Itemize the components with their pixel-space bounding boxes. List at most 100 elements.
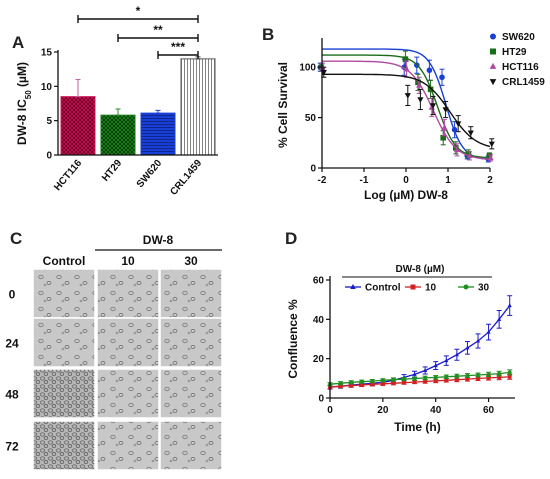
d-legend-marker-10 bbox=[410, 284, 416, 290]
d-xtick-label: 0 bbox=[327, 405, 333, 416]
panel-b: B 0 50 100 -2 -1 0 1 2 Log (µM) DW-8 % Cell Survi… bbox=[262, 25, 545, 202]
sig-label-2: *** bbox=[171, 40, 185, 54]
micrograph-grid: Control 10 30 0 24 48 72 bbox=[5, 254, 223, 471]
d-point-10 bbox=[423, 379, 428, 384]
d-point-30 bbox=[486, 372, 491, 377]
sig-label-1: ** bbox=[153, 23, 163, 37]
d-point-30 bbox=[412, 376, 417, 381]
b-point-crl1459 bbox=[488, 141, 495, 148]
errorbar-hct116 bbox=[75, 78, 81, 98]
b-legend-label-crl1459: CRL1459 bbox=[502, 77, 545, 88]
b-point-sw620 bbox=[426, 67, 433, 74]
treatment-header: DW-8 bbox=[143, 233, 174, 247]
d-point-30 bbox=[423, 376, 428, 380]
d-legend-label-10: 10 bbox=[425, 283, 437, 294]
d-point-control bbox=[433, 363, 438, 368]
a-ytick-label: 0 bbox=[46, 151, 52, 162]
b-xtick-label: 1 bbox=[445, 175, 451, 186]
errorbar-sw620 bbox=[155, 109, 161, 114]
d-point-10 bbox=[370, 382, 375, 387]
b-point-hct116 bbox=[403, 65, 410, 72]
d-xlabel: Time (h) bbox=[394, 420, 440, 434]
b-ytick-label: 0 bbox=[310, 164, 316, 175]
d-point-10 bbox=[391, 381, 396, 386]
d-title: DW-8 (µM) bbox=[396, 264, 445, 275]
bar-hct116 bbox=[60, 96, 96, 156]
micrograph-10-72h bbox=[96, 420, 160, 471]
d-point-30 bbox=[444, 374, 449, 379]
d-point-control bbox=[497, 317, 502, 321]
b-point-hct116 bbox=[487, 154, 494, 161]
panel-b-plot: 0 50 100 -2 -1 0 1 2 Log (µM) DW-8 % Cell Surviva… bbox=[276, 32, 545, 202]
a-ylabel-sub: 50 bbox=[24, 90, 33, 99]
b-legend-marker-hct116 bbox=[489, 62, 497, 69]
a-ytick-label: 15 bbox=[41, 48, 53, 59]
row-label-72: 72 bbox=[5, 440, 19, 454]
micrograph-10-24h bbox=[96, 317, 160, 368]
d-point-10 bbox=[380, 381, 385, 386]
micrograph-30-24h bbox=[159, 317, 223, 368]
b-point-crl1459 bbox=[442, 107, 449, 113]
d-ytick-label: 40 bbox=[313, 315, 325, 326]
micrograph-10-48h bbox=[96, 368, 160, 419]
b-ytick-label: 50 bbox=[305, 113, 317, 124]
xtick-ht29: HT29 bbox=[100, 158, 124, 184]
b-point-hct116 bbox=[441, 124, 448, 130]
d-point-control bbox=[507, 303, 512, 308]
b-xtick-label: 2 bbox=[487, 175, 493, 186]
b-legend-label-hct116: HCT116 bbox=[502, 62, 539, 73]
panel-d-letter: D bbox=[285, 229, 297, 248]
b-xtick-label: -2 bbox=[318, 175, 327, 186]
b-point-ht29 bbox=[465, 151, 472, 157]
d-point-10 bbox=[444, 378, 449, 383]
xtick-crl1459: CRL1459 bbox=[168, 158, 204, 198]
xtick-sw620: SW620 bbox=[135, 158, 165, 191]
micrograph-control-24h bbox=[32, 317, 96, 368]
d-point-30 bbox=[507, 370, 512, 375]
b-point-crl1459 bbox=[417, 97, 424, 103]
d-point-control bbox=[454, 352, 459, 357]
a-ylabel: DW-8 IC50 (µM) bbox=[15, 62, 33, 145]
b-ylabel: % Cell Survival bbox=[276, 62, 290, 148]
a-ylabel-main: DW-8 IC bbox=[15, 99, 29, 145]
d-point-30 bbox=[402, 377, 406, 382]
row-label-0: 0 bbox=[9, 288, 16, 302]
d-point-30 bbox=[433, 375, 438, 380]
b-xtick-label: -1 bbox=[360, 175, 369, 186]
d-point-30 bbox=[380, 378, 385, 383]
row-label-24: 24 bbox=[5, 337, 19, 351]
column-label-control: Control bbox=[43, 254, 86, 268]
micrograph-30-48h bbox=[159, 368, 223, 419]
panel-a: A HCT116 HT29 SW620 CRL1459 0 5 10 15 DW-8 IC50 … bbox=[12, 4, 218, 198]
bar-crl1459 bbox=[180, 58, 216, 156]
b-point-ht29 bbox=[486, 153, 493, 159]
micrograph-30-0h bbox=[159, 268, 223, 319]
d-point-30 bbox=[465, 373, 470, 378]
d-legend-label-30: 30 bbox=[478, 283, 490, 294]
d-point-10 bbox=[454, 377, 459, 382]
b-point-hct116 bbox=[466, 152, 473, 159]
micrograph-10-0h bbox=[96, 268, 160, 319]
d-point-30 bbox=[476, 373, 480, 377]
d-point-control bbox=[465, 345, 470, 350]
b-point-sw620 bbox=[439, 74, 445, 81]
micrograph-control-72h bbox=[32, 420, 96, 471]
b-curve-crl1459 bbox=[322, 73, 491, 148]
d-point-10 bbox=[497, 375, 502, 380]
b-legend-marker-crl1459 bbox=[489, 79, 497, 86]
panel-c-letter: C bbox=[10, 229, 22, 248]
panel-d-plot: 0 20 40 60 0 20 40 60 Time (h) Confluence % DW-8 (… bbox=[286, 264, 515, 434]
a-ylabel-unit: (µM) bbox=[15, 62, 29, 90]
column-label-10: 10 bbox=[121, 254, 135, 268]
d-point-control bbox=[486, 329, 491, 334]
d-point-10 bbox=[402, 380, 406, 385]
panel-b-letter: B bbox=[262, 25, 274, 44]
d-point-10 bbox=[338, 384, 343, 389]
panel-a-plot: HCT116 HT29 SW620 CRL1459 0 5 10 15 DW-8 IC50 (µ… bbox=[15, 4, 218, 198]
b-legend-label-sw620: SW620 bbox=[502, 32, 535, 43]
d-legend-marker-30 bbox=[463, 284, 469, 290]
b-point-crl1459 bbox=[404, 93, 411, 99]
d-point-30 bbox=[338, 381, 343, 386]
micrograph-30-72h bbox=[159, 420, 223, 471]
